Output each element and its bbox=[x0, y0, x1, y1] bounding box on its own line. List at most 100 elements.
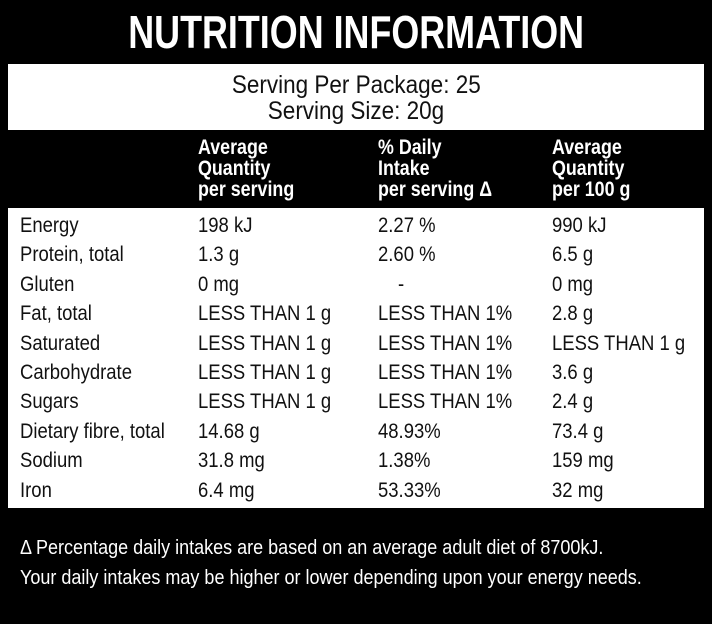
title: NUTRITION INFORMATION bbox=[0, 4, 712, 60]
cell-value: 0 mg bbox=[552, 270, 599, 299]
row-label: Energy bbox=[20, 211, 87, 240]
cell-value: 73.4 g bbox=[552, 417, 610, 446]
cell-value-text: 0 mg bbox=[552, 272, 594, 296]
title-text: NUTRITION INFORMATION bbox=[128, 6, 584, 58]
row-label: Sodium bbox=[20, 446, 91, 475]
column-header: Intake bbox=[378, 157, 439, 180]
cell-value-text: 1.3 g bbox=[198, 243, 240, 267]
cell-value: 2.27 % bbox=[378, 211, 443, 240]
cell-value: 3.6 g bbox=[552, 358, 599, 387]
cell-value-text: LESS THAN 1% bbox=[378, 302, 513, 326]
cell-value-text: 6.4 mg bbox=[198, 478, 255, 502]
cell-value-text: LESS THAN 1% bbox=[378, 331, 513, 355]
cell-value: 198 kJ bbox=[198, 211, 260, 240]
cell-value: 53.33% bbox=[378, 476, 449, 505]
column-header-text: per serving bbox=[198, 178, 295, 201]
cell-value-text: 198 kJ bbox=[198, 214, 253, 237]
column-header: Quantity bbox=[198, 157, 283, 180]
cell-value: 31.8 mg bbox=[198, 446, 274, 475]
cell-value: LESS THAN 1 g bbox=[198, 329, 349, 358]
row-label: Gluten bbox=[20, 270, 82, 299]
cell-value: 1.3 g bbox=[198, 240, 245, 269]
cell-value: LESS THAN 1 g bbox=[552, 329, 703, 358]
cell-value-text: 14.68 g bbox=[198, 419, 260, 443]
cell-value-text: 0 mg bbox=[198, 272, 240, 296]
cell-value: 0 mg bbox=[198, 270, 245, 299]
cell-value: 159 mg bbox=[552, 446, 622, 475]
cell-value-text: LESS THAN 1% bbox=[378, 361, 513, 384]
cell-value: 6.5 g bbox=[552, 240, 599, 269]
cell-value: LESS THAN 1 g bbox=[198, 387, 349, 416]
cell-value-text: 32 mg bbox=[552, 478, 604, 502]
column-header-text: per serving Δ bbox=[378, 178, 493, 201]
row-label: Saturated bbox=[20, 329, 111, 358]
cell-value-text: LESS THAN 1 g bbox=[198, 361, 332, 384]
serving-per-package: Serving Per Package: 25 bbox=[0, 72, 712, 98]
row-label-text: Carbohydrate bbox=[20, 361, 132, 384]
cell-value-text: LESS THAN 1 g bbox=[552, 331, 686, 355]
footnote: Δ Percentage daily intakes are based on … bbox=[20, 534, 668, 563]
cell-value: 48.93% bbox=[378, 417, 449, 446]
row-label-text: Dietary fibre, total bbox=[20, 419, 165, 443]
cell-value: 990 kJ bbox=[552, 211, 614, 240]
column-header-text: per 100 g bbox=[552, 178, 631, 201]
cell-value-text: 2.60 % bbox=[378, 243, 436, 267]
row-label-text: Sugars bbox=[20, 390, 79, 414]
row-label-text: Gluten bbox=[20, 272, 75, 296]
footnote-text: Your daily intakes may be higher or lowe… bbox=[20, 567, 642, 589]
row-label-text: Protein, total bbox=[20, 243, 124, 267]
cell-value-text: LESS THAN 1 g bbox=[198, 390, 332, 414]
cell-value: 2.8 g bbox=[552, 299, 599, 328]
cell-value-text: 48.93% bbox=[378, 419, 441, 443]
row-label: Fat, total bbox=[20, 299, 102, 328]
column-header: per serving bbox=[198, 178, 311, 201]
column-header-text: Average bbox=[552, 136, 622, 159]
column-header: per 100 g bbox=[552, 178, 644, 201]
cell-value: 2.60 % bbox=[378, 240, 443, 269]
cell-value-text: LESS THAN 1% bbox=[378, 390, 513, 414]
row-label: Iron bbox=[20, 476, 56, 505]
column-header: Average bbox=[198, 137, 280, 158]
cell-value-text: LESS THAN 1 g bbox=[198, 331, 332, 355]
cell-value: LESS THAN 1 g bbox=[198, 299, 349, 328]
serving-box bbox=[8, 64, 704, 130]
cell-value: 1.38% bbox=[378, 446, 438, 475]
footnote-text: Δ Percentage daily intakes are based on … bbox=[20, 537, 604, 559]
cell-value: - bbox=[398, 270, 405, 299]
cell-value: 6.4 mg bbox=[198, 476, 262, 505]
cell-value: 2.4 g bbox=[552, 387, 599, 416]
cell-value-text: 73.4 g bbox=[552, 419, 604, 443]
row-label-text: Saturated bbox=[20, 331, 101, 355]
cell-value-text: - bbox=[398, 272, 405, 296]
cell-value-text: 31.8 mg bbox=[198, 449, 265, 473]
cell-value: LESS THAN 1% bbox=[378, 329, 531, 358]
serving-text: Serving Size: 20g bbox=[267, 97, 445, 125]
cell-value-text: 6.5 g bbox=[552, 243, 594, 267]
footnote: Your daily intakes may be higher or lowe… bbox=[20, 564, 711, 593]
column-header: Average bbox=[552, 136, 634, 159]
cell-value: 14.68 g bbox=[198, 417, 268, 446]
cell-value-text: 1.38% bbox=[378, 449, 431, 473]
serving-text: Serving Per Package: 25 bbox=[231, 71, 481, 99]
row-label: Carbohydrate bbox=[20, 358, 147, 387]
column-header: per serving Δ bbox=[378, 178, 512, 201]
column-header-text: % Daily bbox=[378, 136, 442, 159]
column-header: Quantity bbox=[552, 157, 637, 180]
cell-value: LESS THAN 1% bbox=[378, 387, 531, 416]
row-label: Sugars bbox=[20, 387, 87, 416]
cell-value-text: 2.27 % bbox=[378, 214, 436, 237]
cell-value-text: 53.33% bbox=[378, 478, 441, 502]
rows-box bbox=[8, 208, 704, 508]
row-label-text: Iron bbox=[20, 478, 52, 502]
cell-value-text: 159 mg bbox=[552, 449, 614, 473]
column-header-text: Quantity bbox=[552, 157, 625, 180]
cell-value-text: 990 kJ bbox=[552, 214, 607, 237]
cell-value-text: LESS THAN 1 g bbox=[198, 302, 332, 326]
row-label: Protein, total bbox=[20, 240, 138, 269]
row-label-text: Fat, total bbox=[20, 302, 92, 326]
column-header-text: Intake bbox=[378, 157, 430, 180]
cell-value-text: 3.6 g bbox=[552, 361, 594, 384]
column-header-text: Quantity bbox=[198, 157, 271, 180]
serving-size: Serving Size: 20g bbox=[0, 98, 712, 124]
